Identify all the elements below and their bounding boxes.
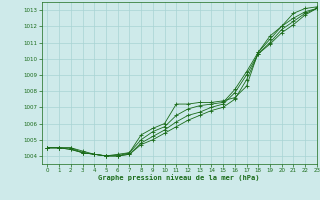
X-axis label: Graphe pression niveau de la mer (hPa): Graphe pression niveau de la mer (hPa) [99,175,260,181]
